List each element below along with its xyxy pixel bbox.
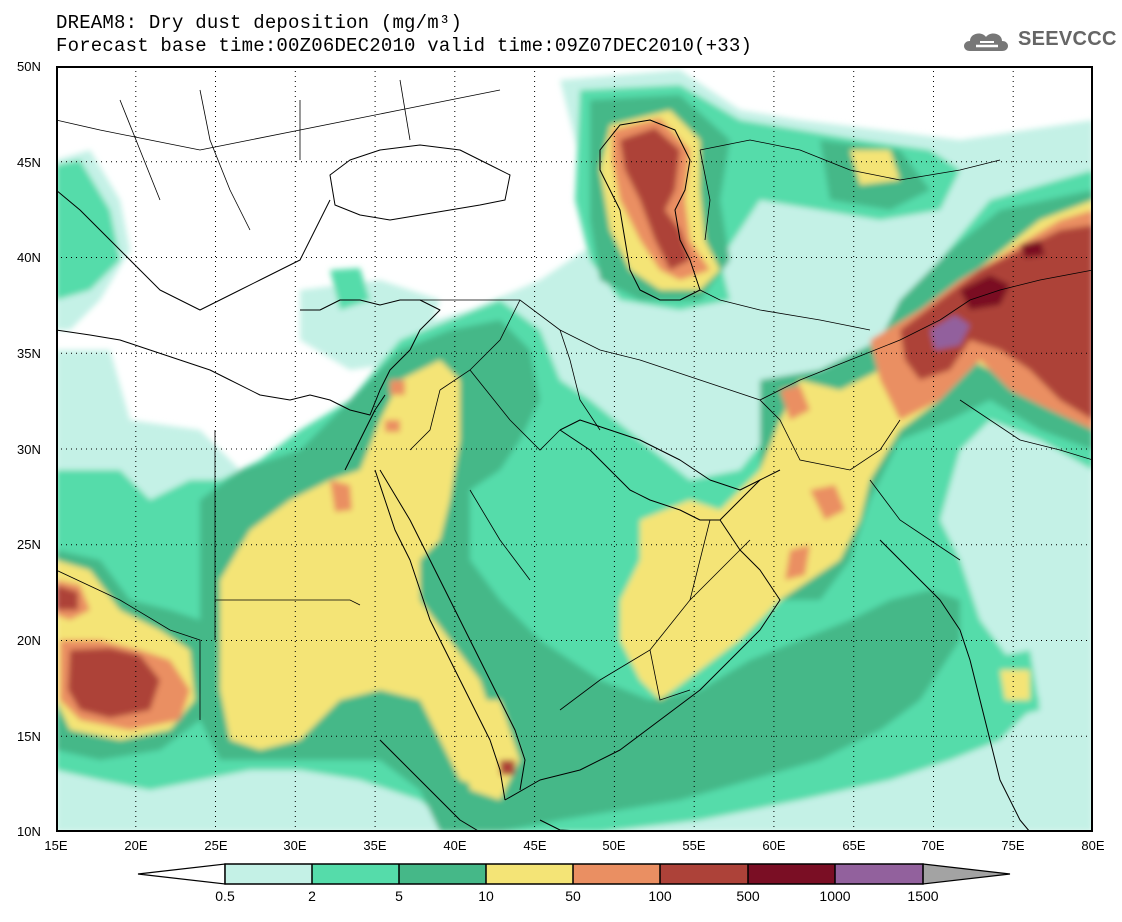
lon-label: 80E (1081, 838, 1105, 853)
lon-label: 25E (204, 838, 228, 853)
lon-label: 35E (363, 838, 387, 853)
level-purple (930, 315, 970, 350)
colorbar (137, 863, 1011, 885)
colorbar-bin (399, 864, 486, 884)
lat-label: 30N (17, 442, 41, 457)
lon-label: 20E (124, 838, 148, 853)
colorbar-bin (312, 864, 399, 884)
colorbar-bin (835, 864, 923, 884)
lon-label: 70E (921, 838, 945, 853)
lon-label: 30E (283, 838, 307, 853)
lon-label: 40E (443, 838, 467, 853)
colorbar-label: 100 (648, 888, 672, 904)
colorbar-label: 2 (308, 888, 316, 904)
lon-label: 75E (1001, 838, 1025, 853)
colorbar-label: 50 (565, 888, 581, 904)
lat-label: 20N (17, 633, 41, 648)
dust-map (56, 66, 1093, 832)
level-dark (960, 240, 1045, 310)
lat-label: 35N (17, 346, 41, 361)
lon-label: 65E (842, 838, 866, 853)
seevccc-logo: SEEVCCC (960, 25, 1116, 57)
lon-label: 55E (682, 838, 706, 853)
lat-label: 25N (17, 537, 41, 552)
colorbar-bin (573, 864, 660, 884)
colorbar-label: 500 (736, 888, 760, 904)
borders (56, 79, 1093, 720)
lon-label: 15E (44, 838, 68, 853)
lat-label: 15N (17, 729, 41, 744)
cloud-icon (964, 33, 1008, 51)
colorbar-label: 5 (395, 888, 403, 904)
lat-label: 10N (17, 824, 41, 839)
coastlines (56, 119, 1031, 832)
colorbar-label: 1500 (907, 888, 939, 904)
colorbar-bin (660, 864, 748, 884)
level-red (56, 128, 1093, 775)
chart-subtitle: Forecast base time:00Z06DEC2010 valid ti… (56, 35, 753, 57)
logo-text: SEEVCCC (1018, 28, 1117, 50)
colorbar-bin (486, 864, 573, 884)
lat-label: 40N (17, 250, 41, 265)
lon-label: 50E (602, 838, 626, 853)
colorbar-label: 1000 (819, 888, 851, 904)
chart-title: DREAM8: Dry dust deposition (mg/m³) (56, 12, 463, 34)
lon-label: 45E (523, 838, 547, 853)
colorbar-above-arrow (922, 863, 1011, 885)
colorbar-label: 10 (478, 888, 494, 904)
lon-label: 60E (762, 838, 786, 853)
colorbar-below-arrow (137, 863, 226, 885)
colorbar-bin (748, 864, 835, 884)
colorbar-label: 0.5 (215, 888, 235, 904)
colorbar-bin (225, 864, 312, 884)
lat-label: 50N (17, 59, 41, 74)
lat-label: 45N (17, 155, 41, 170)
